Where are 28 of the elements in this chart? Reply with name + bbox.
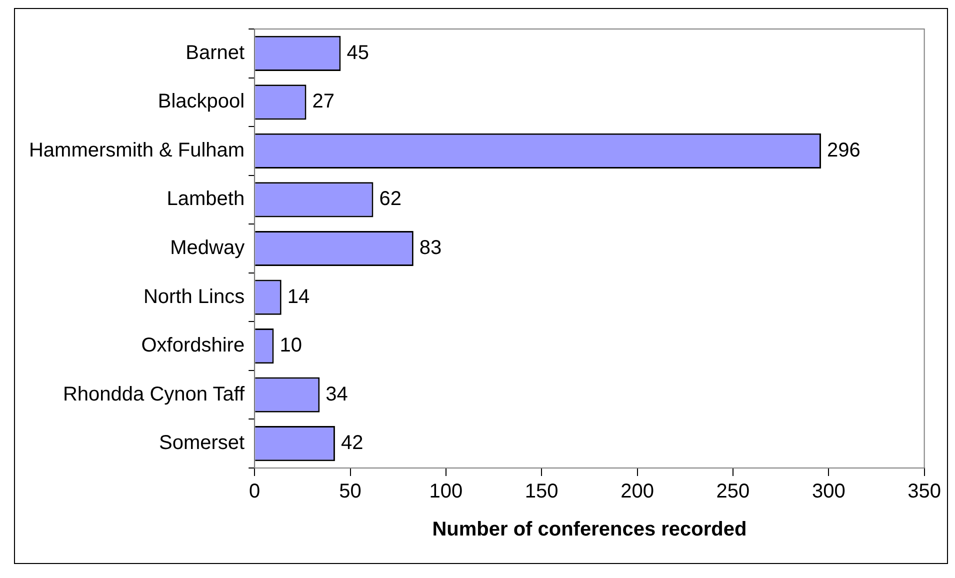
y-tick-label: Hammersmith & Fulham [28,139,245,162]
x-tick-label: 300 [812,480,846,503]
data-label: 42 [340,432,364,454]
x-tick-label: 50 [339,480,362,503]
chart-frame: Number of conferences recorded 0 50 100 150 200 250 300 350 Barnet Blackpool Hammersmith & Fulham Lambeth Medway North Lincs Oxfordshire Rhondda Cynon Taff Somerset 45 27 296 62 83 14 10 34 42 [14,8,948,564]
data-label: 27 [312,90,335,113]
data-label: 296 [826,139,860,162]
data-label: 10 [280,334,302,357]
y-tick-label: Medway [170,237,245,260]
data-label: 14 [287,286,310,308]
y-tick-label: Barnet [186,42,246,64]
y-tick-label: Lambeth [166,188,245,210]
data-label: 83 [419,237,442,260]
x-tick-label: 0 [249,480,260,503]
x-tick-label: 100 [429,480,463,503]
y-tick-label: Blackpool [158,90,245,113]
x-tick-label: 150 [524,480,558,503]
y-tick-label: Oxfordshire [141,334,245,357]
data-label: 45 [346,42,369,64]
y-tick-label: Somerset [159,432,246,454]
x-tick-label: 350 [908,480,942,503]
y-tick-label: Rhondda Cynon Taff [62,383,246,406]
x-tick-label: 250 [716,480,750,503]
data-label: 62 [379,188,402,210]
data-label: 34 [326,383,348,406]
y-tick-label: North Lincs [143,286,245,308]
x-axis-title: Number of conferences recorded [432,518,747,541]
x-tick-label: 200 [620,480,654,503]
